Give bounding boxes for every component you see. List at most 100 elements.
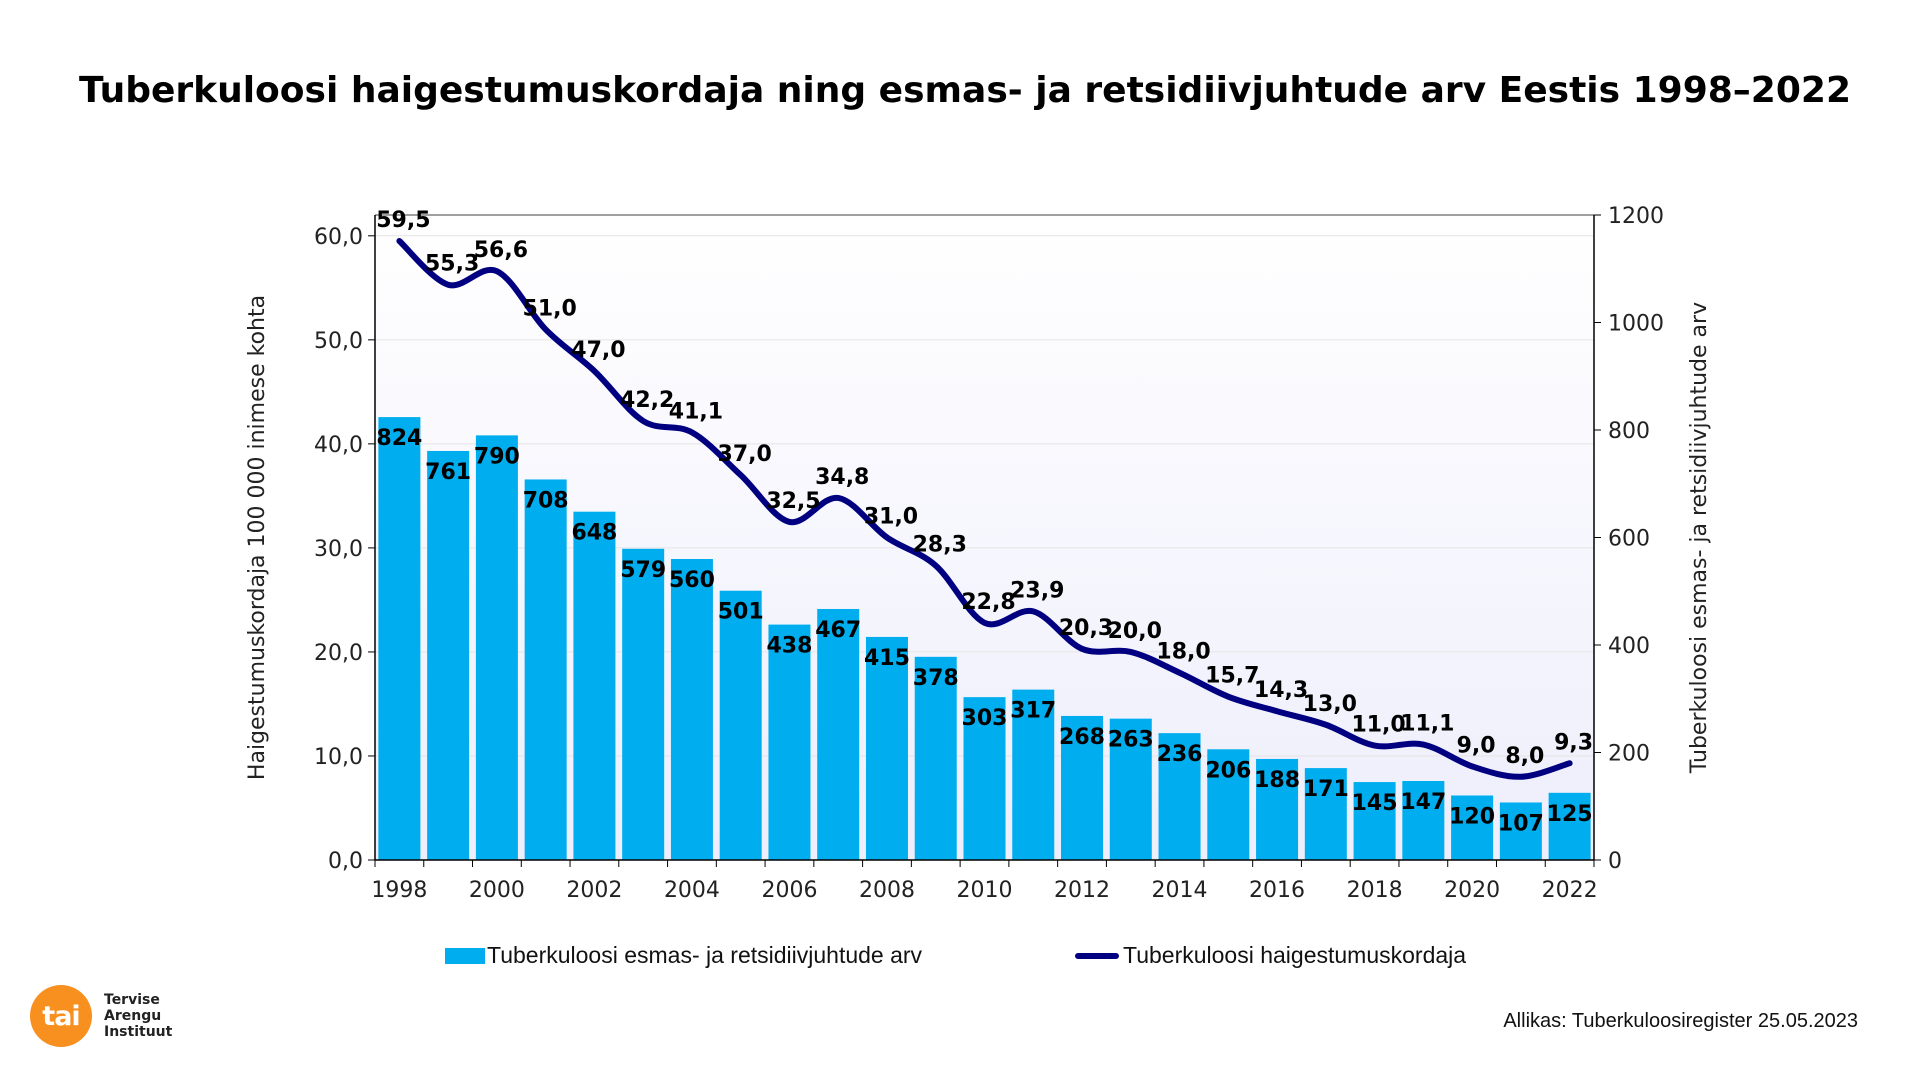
bar (768, 624, 811, 860)
line-data-label: 28,3 (913, 533, 967, 558)
bar-data-label: 171 (1303, 777, 1349, 802)
right-tick-label: 0 (1608, 849, 1622, 874)
legend-swatch-bar (445, 947, 485, 964)
x-tick-label: 2000 (469, 878, 525, 903)
line-data-label: 51,0 (523, 296, 577, 321)
bar (670, 559, 713, 860)
left-tick-label: 20,0 (314, 641, 363, 666)
x-tick-label: 2022 (1542, 878, 1598, 903)
line-data-label: 22,8 (961, 590, 1015, 615)
left-tick-label: 40,0 (314, 433, 363, 458)
legend-label-bars: Tuberkuloosi esmas- ja retsidiivjuhtude … (487, 942, 923, 968)
line-data-label: 59,5 (376, 208, 430, 233)
bar-data-label: 236 (1157, 742, 1203, 767)
bar (622, 548, 665, 860)
line-data-label: 11,0 (1351, 713, 1405, 738)
bar (1402, 780, 1445, 860)
bar (1304, 768, 1347, 860)
x-tick-label: 2012 (1054, 878, 1110, 903)
bar-data-label: 147 (1400, 790, 1446, 815)
line-data-label: 15,7 (1205, 664, 1259, 689)
bar-data-label: 708 (523, 488, 569, 513)
line-data-label: 42,2 (620, 388, 674, 413)
bar-data-label: 560 (669, 568, 715, 593)
x-tick-label: 2014 (1152, 878, 1208, 903)
right-tick-label: 800 (1608, 419, 1650, 444)
bar (1109, 718, 1152, 860)
bar (378, 417, 421, 860)
line-data-label: 37,0 (718, 442, 772, 467)
bar (719, 590, 762, 860)
chart-title: Tuberkuloosi haigestumuskordaja ning esm… (78, 70, 1852, 111)
line-data-label: 31,0 (864, 505, 918, 530)
x-tick-label: 1998 (371, 878, 427, 903)
right-tick-label: 200 (1608, 742, 1650, 767)
left-tick-label: 0,0 (328, 849, 363, 874)
bar (573, 511, 616, 860)
rate-line (396, 238, 1573, 780)
x-tick-label: 2018 (1347, 878, 1403, 903)
bar (1061, 715, 1104, 860)
legend-swatch-line (1075, 952, 1119, 959)
logo-line: Arengu (104, 1008, 162, 1024)
bar-data-label: 188 (1254, 768, 1300, 793)
bar (1256, 758, 1299, 860)
line-data-label: 32,5 (766, 489, 820, 514)
left-tick-label: 50,0 (314, 329, 363, 354)
bar (475, 435, 518, 860)
line-data-label: 55,3 (425, 252, 479, 277)
bar-data-label: 579 (620, 558, 666, 583)
line-data-label: 56,6 (474, 238, 528, 263)
x-tick-label: 2020 (1444, 878, 1500, 903)
bar (1353, 782, 1396, 860)
bar-data-label: 145 (1352, 791, 1398, 816)
line-data-label: 47,0 (571, 338, 625, 363)
bar-data-label: 263 (1108, 728, 1154, 753)
bar (1451, 795, 1494, 860)
x-tick-label: 2008 (859, 878, 915, 903)
line-data-label: 14,3 (1254, 678, 1308, 703)
line-data-label: 41,1 (669, 399, 723, 424)
legend-item-bars: Tuberkuloosi esmas- ja retsidiivjuhtude … (445, 942, 922, 969)
line-data-label: 11,1 (1400, 712, 1454, 737)
right-axis-title: Tuberkuloosi esmas- ja retsidiivjuhtude … (1687, 302, 1712, 774)
bar (865, 636, 908, 860)
x-tick-label: 2002 (566, 878, 622, 903)
bar (963, 697, 1006, 860)
source-note: Allikas: Tuberkuloosiregister 25.05.2023 (1503, 1010, 1858, 1032)
bar (1207, 749, 1250, 860)
line-data-label: 34,8 (815, 465, 869, 490)
bar (524, 479, 567, 860)
left-axis-title: Haigestumuskordaja 100 000 inimese kohta (245, 295, 270, 780)
right-tick-label: 400 (1608, 634, 1650, 659)
bar-data-label: 378 (913, 666, 959, 691)
bar-data-label: 761 (425, 460, 471, 485)
left-tick-label: 60,0 (314, 225, 363, 250)
bar-data-label: 824 (376, 426, 422, 451)
bar (1548, 792, 1591, 860)
bar-data-label: 467 (815, 618, 861, 643)
bar (1012, 689, 1055, 860)
bar (1158, 733, 1201, 860)
logo-line: Instituut (104, 1024, 173, 1040)
right-tick-label: 1000 (1608, 312, 1664, 337)
bar-data-label: 268 (1059, 725, 1105, 750)
logo-line: Tervise (104, 992, 160, 1008)
bar-data-label: 438 (766, 634, 812, 659)
line-data-label: 13,0 (1303, 692, 1357, 717)
left-tick-label: 30,0 (314, 537, 363, 562)
line-data-label: 9,3 (1554, 730, 1593, 755)
bar-data-label: 790 (474, 444, 520, 469)
bar-data-label: 648 (571, 521, 617, 546)
tai-logo: tai Tervise Arengu Instituut (30, 985, 172, 1047)
line-data-label: 20,0 (1108, 619, 1162, 644)
bar-data-label: 206 (1205, 758, 1251, 783)
bar-data-label: 317 (1010, 699, 1056, 724)
legend-item-line: Tuberkuloosi haigestumuskordaja (1075, 942, 1466, 969)
x-tick-label: 2010 (957, 878, 1013, 903)
bar (427, 450, 470, 860)
bar-data-label: 107 (1498, 811, 1544, 836)
right-tick-label: 1200 (1608, 204, 1664, 229)
x-tick-label: 2016 (1249, 878, 1305, 903)
